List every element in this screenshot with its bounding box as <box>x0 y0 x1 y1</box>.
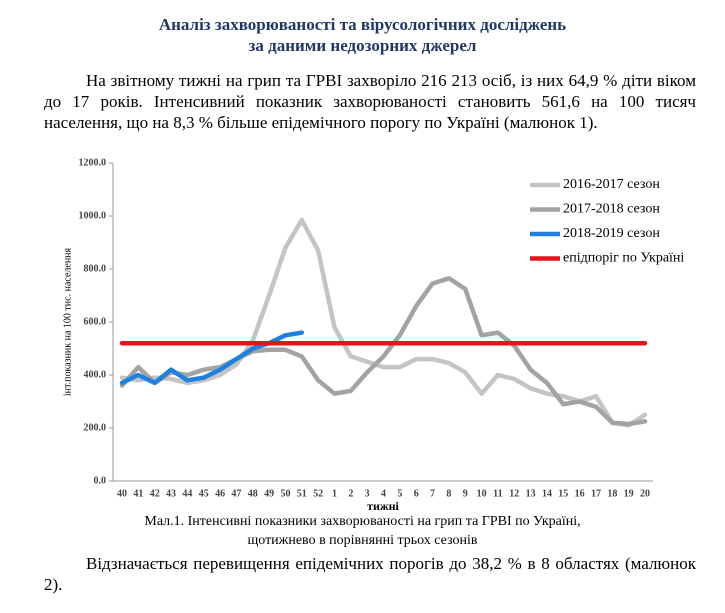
x-tick-label: 44 <box>182 488 192 499</box>
x-tick-label: 40 <box>117 488 127 499</box>
x-tick-label: 17 <box>591 488 601 499</box>
x-tick-label: 9 <box>463 488 468 499</box>
x-tick-label: 16 <box>575 488 585 499</box>
y-tick-label: 0.0 <box>94 475 107 486</box>
paragraph: Відзначається перевищення епідемічних по… <box>44 554 696 594</box>
legend-label: 2016-2017 сезон <box>563 177 660 192</box>
x-tick-label: 43 <box>166 488 176 499</box>
x-tick-label: 8 <box>446 488 451 499</box>
y-tick-label: 600.0 <box>84 316 107 327</box>
y-tick-label: 400.0 <box>84 369 107 380</box>
y-tick-label: 1000.0 <box>79 210 107 221</box>
caption-line: Мал.1. Інтенсивні показники захворюванос… <box>144 514 581 529</box>
caption-line: щотижнево в порівнянні трьох сезонів <box>247 533 478 548</box>
x-tick-label: 3 <box>365 488 370 499</box>
series-line <box>119 276 648 427</box>
title: Аналіз захворюваності та вірусологічних … <box>0 14 725 56</box>
title-line: за даними недозорних джерел <box>248 36 477 55</box>
x-tick-label: 20 <box>640 488 650 499</box>
x-tick-label: 49 <box>264 488 274 499</box>
x-tick-label: 19 <box>624 488 634 499</box>
x-tick-label: 13 <box>526 488 536 499</box>
x-tick-label: 2 <box>348 488 353 499</box>
y-tick-label: 200.0 <box>84 422 107 433</box>
caption: Мал.1. Інтенсивні показники захворюванос… <box>0 512 725 550</box>
x-tick-label: 14 <box>542 488 552 499</box>
y-tick-label: 1200.0 <box>79 157 107 168</box>
x-tick-label: 6 <box>414 488 419 499</box>
x-tick-label: 12 <box>509 488 519 499</box>
x-tick-label: 52 <box>313 488 323 499</box>
x-tick-label: 5 <box>397 488 402 499</box>
x-tick-label: 10 <box>477 488 487 499</box>
legend-label: 2018-2019 сезон <box>563 226 660 241</box>
y-tick-label: 800.0 <box>84 263 107 274</box>
x-tick-label: 45 <box>199 488 209 499</box>
y-axis-label: інт.показник на 100 тис. населення <box>62 247 73 396</box>
x-tick-label: 11 <box>493 488 502 499</box>
x-tick-label: 48 <box>248 488 258 499</box>
chart: інт.показник на 100 тис. населення тижні… <box>62 157 684 513</box>
x-tick-label: 15 <box>558 488 568 499</box>
x-tick-label: 46 <box>215 488 225 499</box>
x-tick-label: 51 <box>297 488 307 499</box>
x-tick-label: 7 <box>430 488 435 499</box>
paragraph: На звітному тижні на грип та ГРВІ захвор… <box>44 71 696 132</box>
x-tick-label: 47 <box>231 488 241 499</box>
x-axis-label: тижні <box>367 499 399 513</box>
legend-label: 2017-2018 сезон <box>563 202 660 217</box>
x-tick-label: 4 <box>381 488 386 499</box>
x-tick-label: 41 <box>133 488 143 499</box>
title-line: Аналіз захворюваності та вірусологічних … <box>158 15 567 34</box>
x-tick-label: 18 <box>607 488 617 499</box>
legend-label: епідпоріг по Україні <box>563 251 684 266</box>
x-tick-label: 50 <box>280 488 290 499</box>
x-tick-label: 1 <box>332 488 337 499</box>
x-tick-label: 42 <box>150 488 160 499</box>
